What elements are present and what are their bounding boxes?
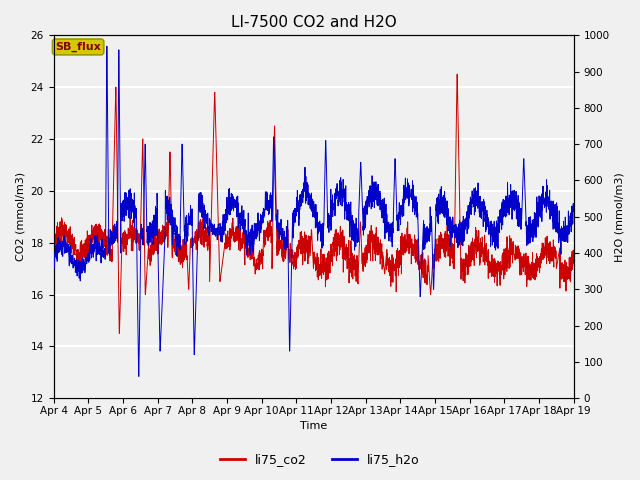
Y-axis label: H2O (mmol/m3): H2O (mmol/m3) xyxy=(615,172,625,262)
Text: SB_flux: SB_flux xyxy=(55,42,101,52)
Y-axis label: CO2 (mmol/m3): CO2 (mmol/m3) xyxy=(15,172,25,261)
Title: LI-7500 CO2 and H2O: LI-7500 CO2 and H2O xyxy=(230,15,396,30)
Legend: li75_co2, li75_h2o: li75_co2, li75_h2o xyxy=(215,448,425,471)
X-axis label: Time: Time xyxy=(300,421,327,432)
